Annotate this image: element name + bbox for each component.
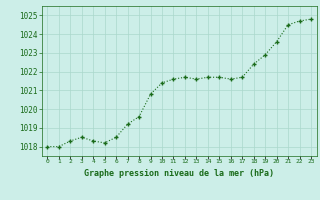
- X-axis label: Graphe pression niveau de la mer (hPa): Graphe pression niveau de la mer (hPa): [84, 169, 274, 178]
